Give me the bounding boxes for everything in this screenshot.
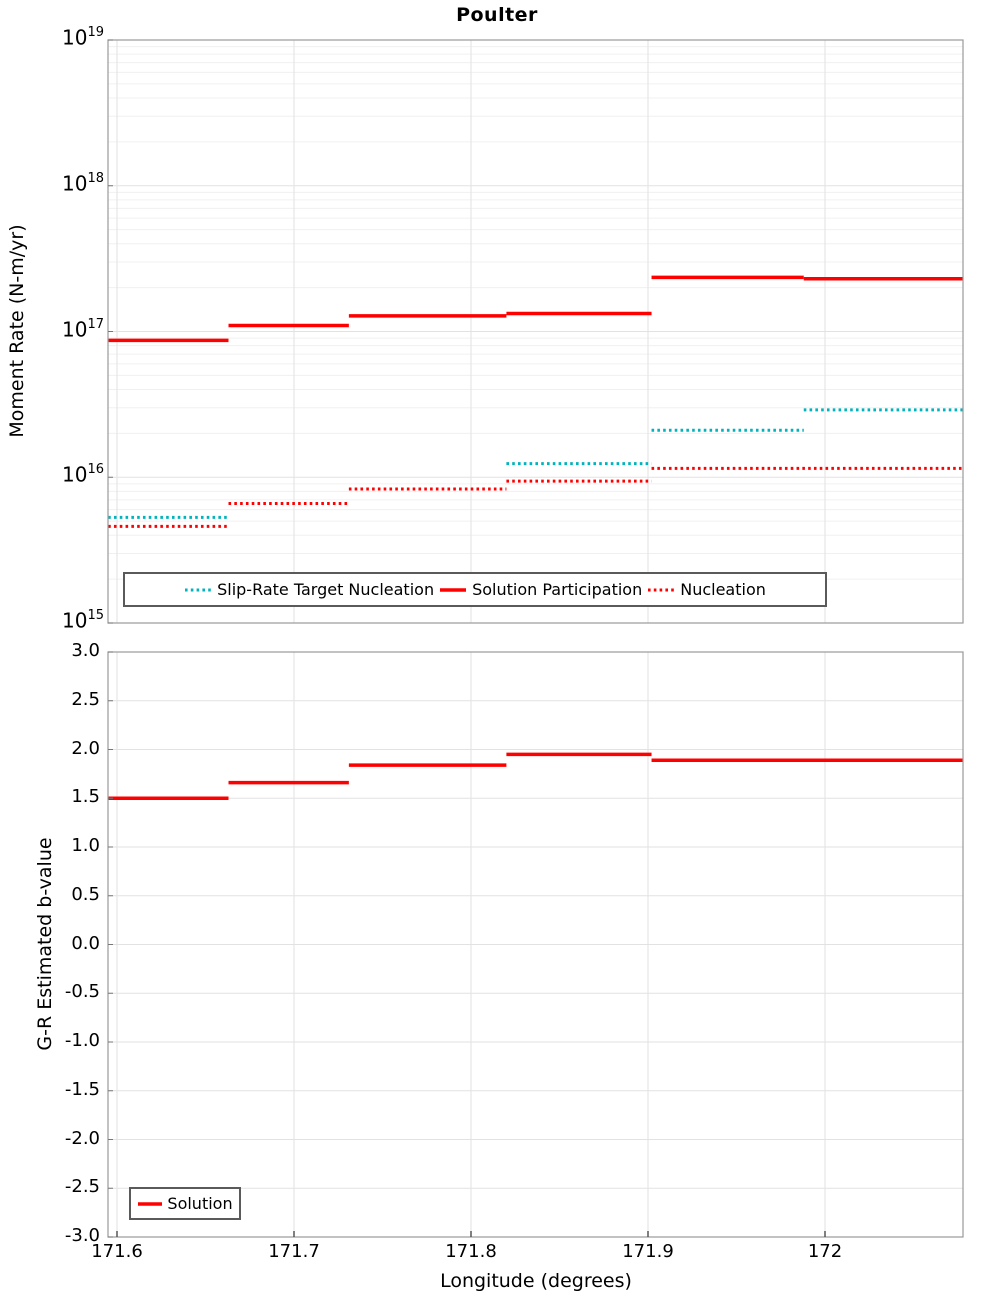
chart-title: Poulter xyxy=(456,4,538,26)
y-tick-label-bottom: -3.0 xyxy=(64,1225,100,1246)
x-tick-label: 171.8 xyxy=(445,1241,497,1262)
y-tick-label-top: 1018 xyxy=(62,170,104,196)
x-tick-label: 172 xyxy=(807,1241,843,1262)
y-tick-label-top: 1015 xyxy=(62,608,104,633)
legend-swatch-solution-icon xyxy=(137,1200,163,1208)
y-tick-label-bottom: 3.0 xyxy=(71,640,100,661)
y-tick-label-bottom: 1.0 xyxy=(71,835,100,856)
y-tick-label-bottom: 1.5 xyxy=(71,786,100,808)
y-tick-label-bottom: 2.5 xyxy=(71,688,100,710)
legend-label-solution-participation: Solution Participation xyxy=(472,580,643,599)
legend-swatch-nucleation-dotted-icon xyxy=(647,586,675,594)
y-tick-label-bottom: 0.0 xyxy=(71,932,100,954)
y-tick-label-bottom: 0.5 xyxy=(71,883,100,905)
y-tick-label-bottom: -1.5 xyxy=(64,1078,100,1100)
legend-label-slip-rate-target-nucleation: Slip-Rate Target Nucleation xyxy=(217,580,435,599)
x-tick-label: 171.9 xyxy=(622,1241,674,1262)
y-tick-label-bottom: -1.0 xyxy=(64,1030,100,1051)
x-tick-label: 171.6 xyxy=(91,1241,143,1262)
y-tick-label-top: 1019 xyxy=(62,25,104,50)
top-legend: Slip-Rate Target Nucleation Solution Par… xyxy=(123,572,827,607)
legend-swatch-slip-rate-dotted-icon xyxy=(184,586,212,594)
legend-label-nucleation: Nucleation xyxy=(680,580,766,599)
legend-swatch-solution-solid-icon xyxy=(439,586,467,594)
legend-label-solution: Solution xyxy=(167,1194,233,1213)
y-tick-label-bottom: -2.5 xyxy=(64,1176,100,1198)
y-tick-label-top: 1016 xyxy=(62,462,104,487)
y-tick-label-bottom: 2.0 xyxy=(71,737,100,759)
y-tick-label-bottom: -2.0 xyxy=(64,1127,100,1149)
x-tick-label: 171.7 xyxy=(268,1241,320,1262)
x-axis-label: Longitude (degrees) xyxy=(440,1270,632,1292)
y-tick-label-bottom: -0.5 xyxy=(64,981,100,1003)
bottom-legend: Solution xyxy=(129,1187,241,1220)
y-tick-label-top: 1017 xyxy=(62,316,104,342)
